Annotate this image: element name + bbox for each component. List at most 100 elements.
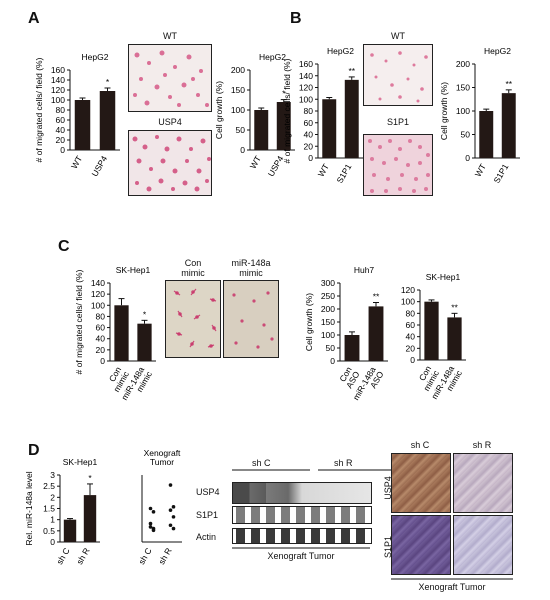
c-growth-huh7-ytick-label-5: 250 (321, 291, 335, 301)
a-growth-ytick-label-3: 150 (231, 85, 245, 95)
c-migration-sig-1: * (143, 309, 147, 319)
d-xenograft-cat-1: sh R (156, 546, 173, 566)
d-xenograft-point-1-3 (171, 515, 176, 519)
c-growth-skhep1-title: SK-Hep1 (426, 272, 461, 282)
b-migration-bar-0 (322, 99, 337, 158)
b-growth-cat-0: WT (473, 162, 488, 178)
blot-caption-line (232, 547, 370, 549)
b-migration-title: HepG2 (327, 46, 354, 56)
a-migration-title: HepG2 (82, 52, 109, 62)
ihc-s1p1-shc (391, 515, 451, 575)
b-growth-title: HepG2 (484, 46, 511, 56)
ihc-usp4-shr (453, 453, 513, 513)
panel-a-letter: A (28, 10, 40, 27)
d-mir-level-ytick-label-5: 2.5 (43, 481, 55, 491)
c-growth-huh7-ylabel: Cell growth (%) (304, 293, 314, 351)
d-mir-level-ytick-label-0: 0 (50, 537, 55, 547)
c-growth-skhep1-ytick-label-4: 80 (406, 308, 416, 318)
b-migration-ytick-label-8: 160 (299, 59, 313, 69)
a-growth-bar-0 (254, 110, 269, 150)
b-migration-ytick-label-5: 100 (299, 94, 313, 104)
d-xenograft-point-1-5 (171, 526, 176, 531)
b-migration-ytick-label-3: 60 (304, 118, 314, 128)
a-migration-ylabel: # of migrated cells/ field (%) (34, 57, 44, 162)
b-growth-ytick-label-2: 100 (456, 106, 470, 116)
b-growth-bar-0 (479, 111, 494, 158)
d-mir-level-bar-0 (63, 519, 77, 542)
c-migration-title: SK-Hep1 (116, 265, 151, 275)
c-migration-ytick-label-0: 0 (100, 356, 105, 366)
d-xenograft-point-0-0 (148, 506, 153, 511)
c-growth-skhep1-sig-1: ** (451, 302, 458, 312)
c-migration-ylabel: # of migrated cells/ field (%) (74, 269, 84, 374)
a-migration-bar-1 (99, 91, 116, 150)
c-growth-huh7-cat-1: miR-148aASO (351, 365, 386, 407)
c-migration-cat-0: Conmimic (103, 364, 131, 393)
c-growth-huh7-ytick-label-2: 100 (321, 330, 335, 340)
b-migration-ytick-label-6: 120 (299, 83, 313, 93)
a-growth-cat-0: WT (248, 154, 263, 170)
blot-strip-usp4 (232, 482, 372, 504)
b-migration-cat-0: WT (316, 162, 331, 178)
c-migration-ytick-label-7: 140 (91, 278, 105, 288)
blot-label-usp4: USP4 (196, 487, 220, 497)
panel-d-letter: D (28, 442, 40, 459)
c-growth-skhep1-ytick-label-1: 20 (406, 343, 416, 353)
d-xenograft-point-0-2 (148, 521, 153, 526)
blot-group-shr: sh R (334, 458, 353, 468)
a-growth-ytick-label-4: 200 (231, 65, 245, 75)
c-growth-skhep1-bar-0 (424, 301, 439, 360)
c-growth-skhep1-ytick-label-3: 60 (406, 320, 416, 330)
c-growth-skhep1-ytick-label-2: 40 (406, 332, 416, 342)
a-growth-title: HepG2 (259, 52, 286, 62)
blot-label-s1p1: S1P1 (196, 510, 219, 520)
photo-label-c-mir: miR-148a mimic (231, 258, 271, 278)
d-xenograft-point-0-3 (151, 526, 156, 531)
blot-caption: Xenograft Tumor (267, 551, 335, 561)
c-growth-skhep1-ytick-label-0: 0 (410, 355, 415, 365)
d-mir-level-cat-1: sh R (74, 546, 91, 566)
a-growth-ylabel: Cell growth (%) (214, 81, 224, 139)
ihc-usp4-shc (391, 453, 451, 513)
c-growth-huh7-ytick-label-0: 0 (330, 356, 335, 366)
d-mir-level-sig-1: * (88, 473, 92, 483)
c-growth-skhep1-ytick-label-6: 120 (401, 285, 415, 295)
a-migration-ytick-label-5: 100 (51, 95, 65, 105)
a-growth-bar-1 (276, 102, 291, 150)
d-xenograft-point-0-5 (151, 528, 156, 533)
a-growth-sig-1: * (282, 89, 286, 99)
c-migration-ytick-label-2: 40 (96, 334, 106, 344)
a-migration-ytick-label-1: 20 (56, 135, 66, 145)
a-migration-ytick-label-8: 160 (51, 65, 65, 75)
c-growth-huh7-bar-0 (344, 335, 360, 361)
d-xenograft-point-0-1 (151, 510, 156, 514)
d-mir-level-cat-0: sh C (54, 546, 71, 566)
b-growth-cat-1: S1P1 (491, 162, 510, 185)
c-growth-huh7-bar-1 (368, 306, 384, 361)
d-mir-level-ytick-label-6: 3 (50, 470, 55, 480)
d-xenograft-cat-0: sh C (136, 546, 153, 566)
c-migration-ytick-label-3: 60 (96, 323, 106, 333)
c-migration-bar-1 (137, 323, 152, 361)
blot-group-brackets (232, 469, 400, 471)
photo-label-c-con: Con mimic (181, 258, 205, 278)
d-mir-level-ytick-label-1: 0.5 (43, 526, 55, 536)
b-growth-ytick-label-3: 150 (456, 83, 470, 93)
b-growth-ytick-label-0: 0 (465, 153, 470, 163)
d-mir-level-ytick-label-2: 1 (50, 515, 55, 525)
a-migration-cat-1: USP4 (89, 154, 109, 178)
c-growth-huh7-ytick-label-1: 50 (326, 343, 336, 353)
a-migration-ytick-label-2: 40 (56, 125, 66, 135)
d-xenograft-point-0-4 (148, 525, 153, 529)
d-xenograft-point-1-4 (168, 523, 173, 528)
c-migration-cat-1: miR-148amimic (119, 364, 154, 406)
ihc-caption-line (391, 578, 513, 580)
b-migration-cat-1: S1P1 (334, 162, 353, 185)
b-migration-sig-1: ** (348, 66, 355, 76)
a-migration-ytick-label-7: 140 (51, 75, 65, 85)
a-growth-ytick-label-2: 100 (231, 105, 245, 115)
b-growth-ylabel: Cell growth (%) (439, 82, 449, 140)
d-xenograft-title: Xenograft Tumor (144, 448, 181, 467)
blot-group-shc: sh C (252, 458, 271, 468)
photo-a-usp4 (128, 130, 212, 196)
